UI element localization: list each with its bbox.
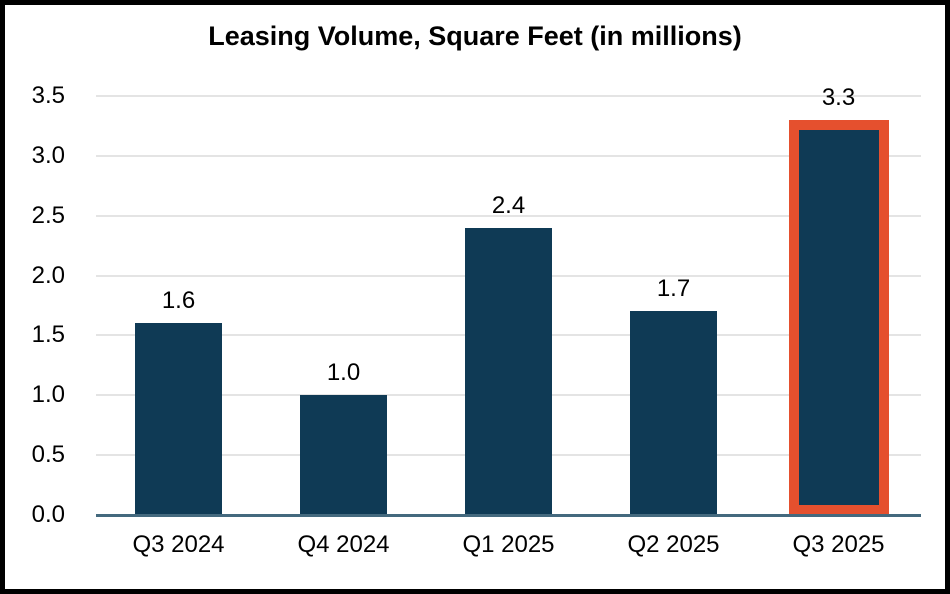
y-axis-tick-label: 1.5	[31, 321, 65, 349]
bar-value-label-q3-2024: 1.6	[161, 287, 196, 315]
bar-q4-2024	[300, 395, 387, 515]
bar-value-label-q2-2025: 1.7	[656, 275, 691, 303]
y-axis-tick-label: 3.5	[31, 82, 65, 109]
gridline-3.5	[96, 95, 921, 97]
bar-q3-2024	[135, 323, 222, 515]
y-axis-tick-label: 2.5	[31, 201, 65, 229]
x-axis-label-q3-2025: Q3 2025	[792, 531, 885, 558]
y-axis-tick-label: 2.0	[31, 261, 65, 289]
y-axis-tick-label: 1.0	[31, 381, 65, 409]
x-axis-label-q2-2025: Q2 2025	[627, 531, 720, 558]
bar-value-label-q1-2025: 2.4	[491, 191, 526, 219]
bar-q1-2025	[465, 227, 552, 515]
x-axis-label-q4-2024: Q4 2024	[297, 531, 390, 558]
bar-q2-2025	[630, 311, 717, 515]
gridline-2.5	[96, 214, 921, 217]
x-axis-label-q3-2024: Q3 2024	[132, 531, 225, 558]
y-axis-tick-label: 3.0	[31, 141, 65, 169]
bar-value-label-q4-2024: 1.0	[326, 359, 361, 387]
bar-value-label-q3-2025: 3.3	[821, 83, 856, 111]
y-axis-tick-label: 0.0	[31, 501, 65, 528]
chart-title: Leasing Volume, Square Feet (in millions…	[208, 21, 742, 51]
gridline-3.0	[96, 154, 921, 157]
x-axis-line	[96, 514, 921, 517]
bar-q3-2025	[788, 119, 889, 515]
y-axis-tick-label: 0.5	[31, 441, 65, 469]
x-axis-label-q1-2025: Q1 2025	[462, 531, 555, 558]
